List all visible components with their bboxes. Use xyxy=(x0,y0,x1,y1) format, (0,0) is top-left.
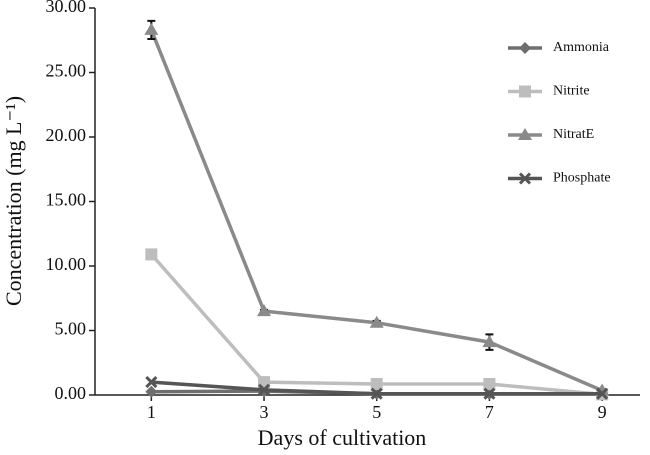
legend-marker xyxy=(519,85,531,98)
marker xyxy=(145,385,158,398)
legend-marker xyxy=(518,172,532,185)
marker xyxy=(145,248,158,261)
marker xyxy=(369,315,384,328)
x-tick-label: 7 xyxy=(485,402,494,422)
y-axis-label: Concentration (mg L⁻¹) xyxy=(1,96,26,306)
y-tick-label: 10.00 xyxy=(46,254,87,274)
x-axis-label: Days of cultivation xyxy=(258,425,427,450)
legend-label: NitratE xyxy=(553,127,594,142)
marker xyxy=(257,304,272,317)
y-tick-label: 5.00 xyxy=(55,319,87,339)
legend-marker xyxy=(519,42,531,54)
marker xyxy=(483,387,496,400)
marker xyxy=(370,378,383,391)
marker xyxy=(483,378,496,391)
marker xyxy=(370,387,383,400)
marker xyxy=(482,335,497,348)
x-tick-label: 5 xyxy=(372,402,381,422)
y-tick-label: 30.00 xyxy=(46,0,87,16)
legend-label: Nitrite xyxy=(553,84,590,99)
legend-label: Phosphate xyxy=(553,171,611,186)
x-tick-label: 9 xyxy=(598,402,607,422)
marker xyxy=(145,376,158,389)
legend-marker xyxy=(518,128,532,140)
series-line xyxy=(149,29,603,393)
legend-label: Ammonia xyxy=(553,40,610,55)
y-tick-label: 25.00 xyxy=(46,61,87,81)
marker xyxy=(596,387,609,400)
x-tick-label: 1 xyxy=(147,402,156,422)
y-tick-label: 20.00 xyxy=(46,125,87,145)
x-tick-label: 3 xyxy=(260,402,269,422)
y-tick-label: 0.00 xyxy=(55,383,87,403)
marker xyxy=(257,383,271,396)
marker xyxy=(144,22,159,35)
y-tick-label: 15.00 xyxy=(46,190,87,210)
